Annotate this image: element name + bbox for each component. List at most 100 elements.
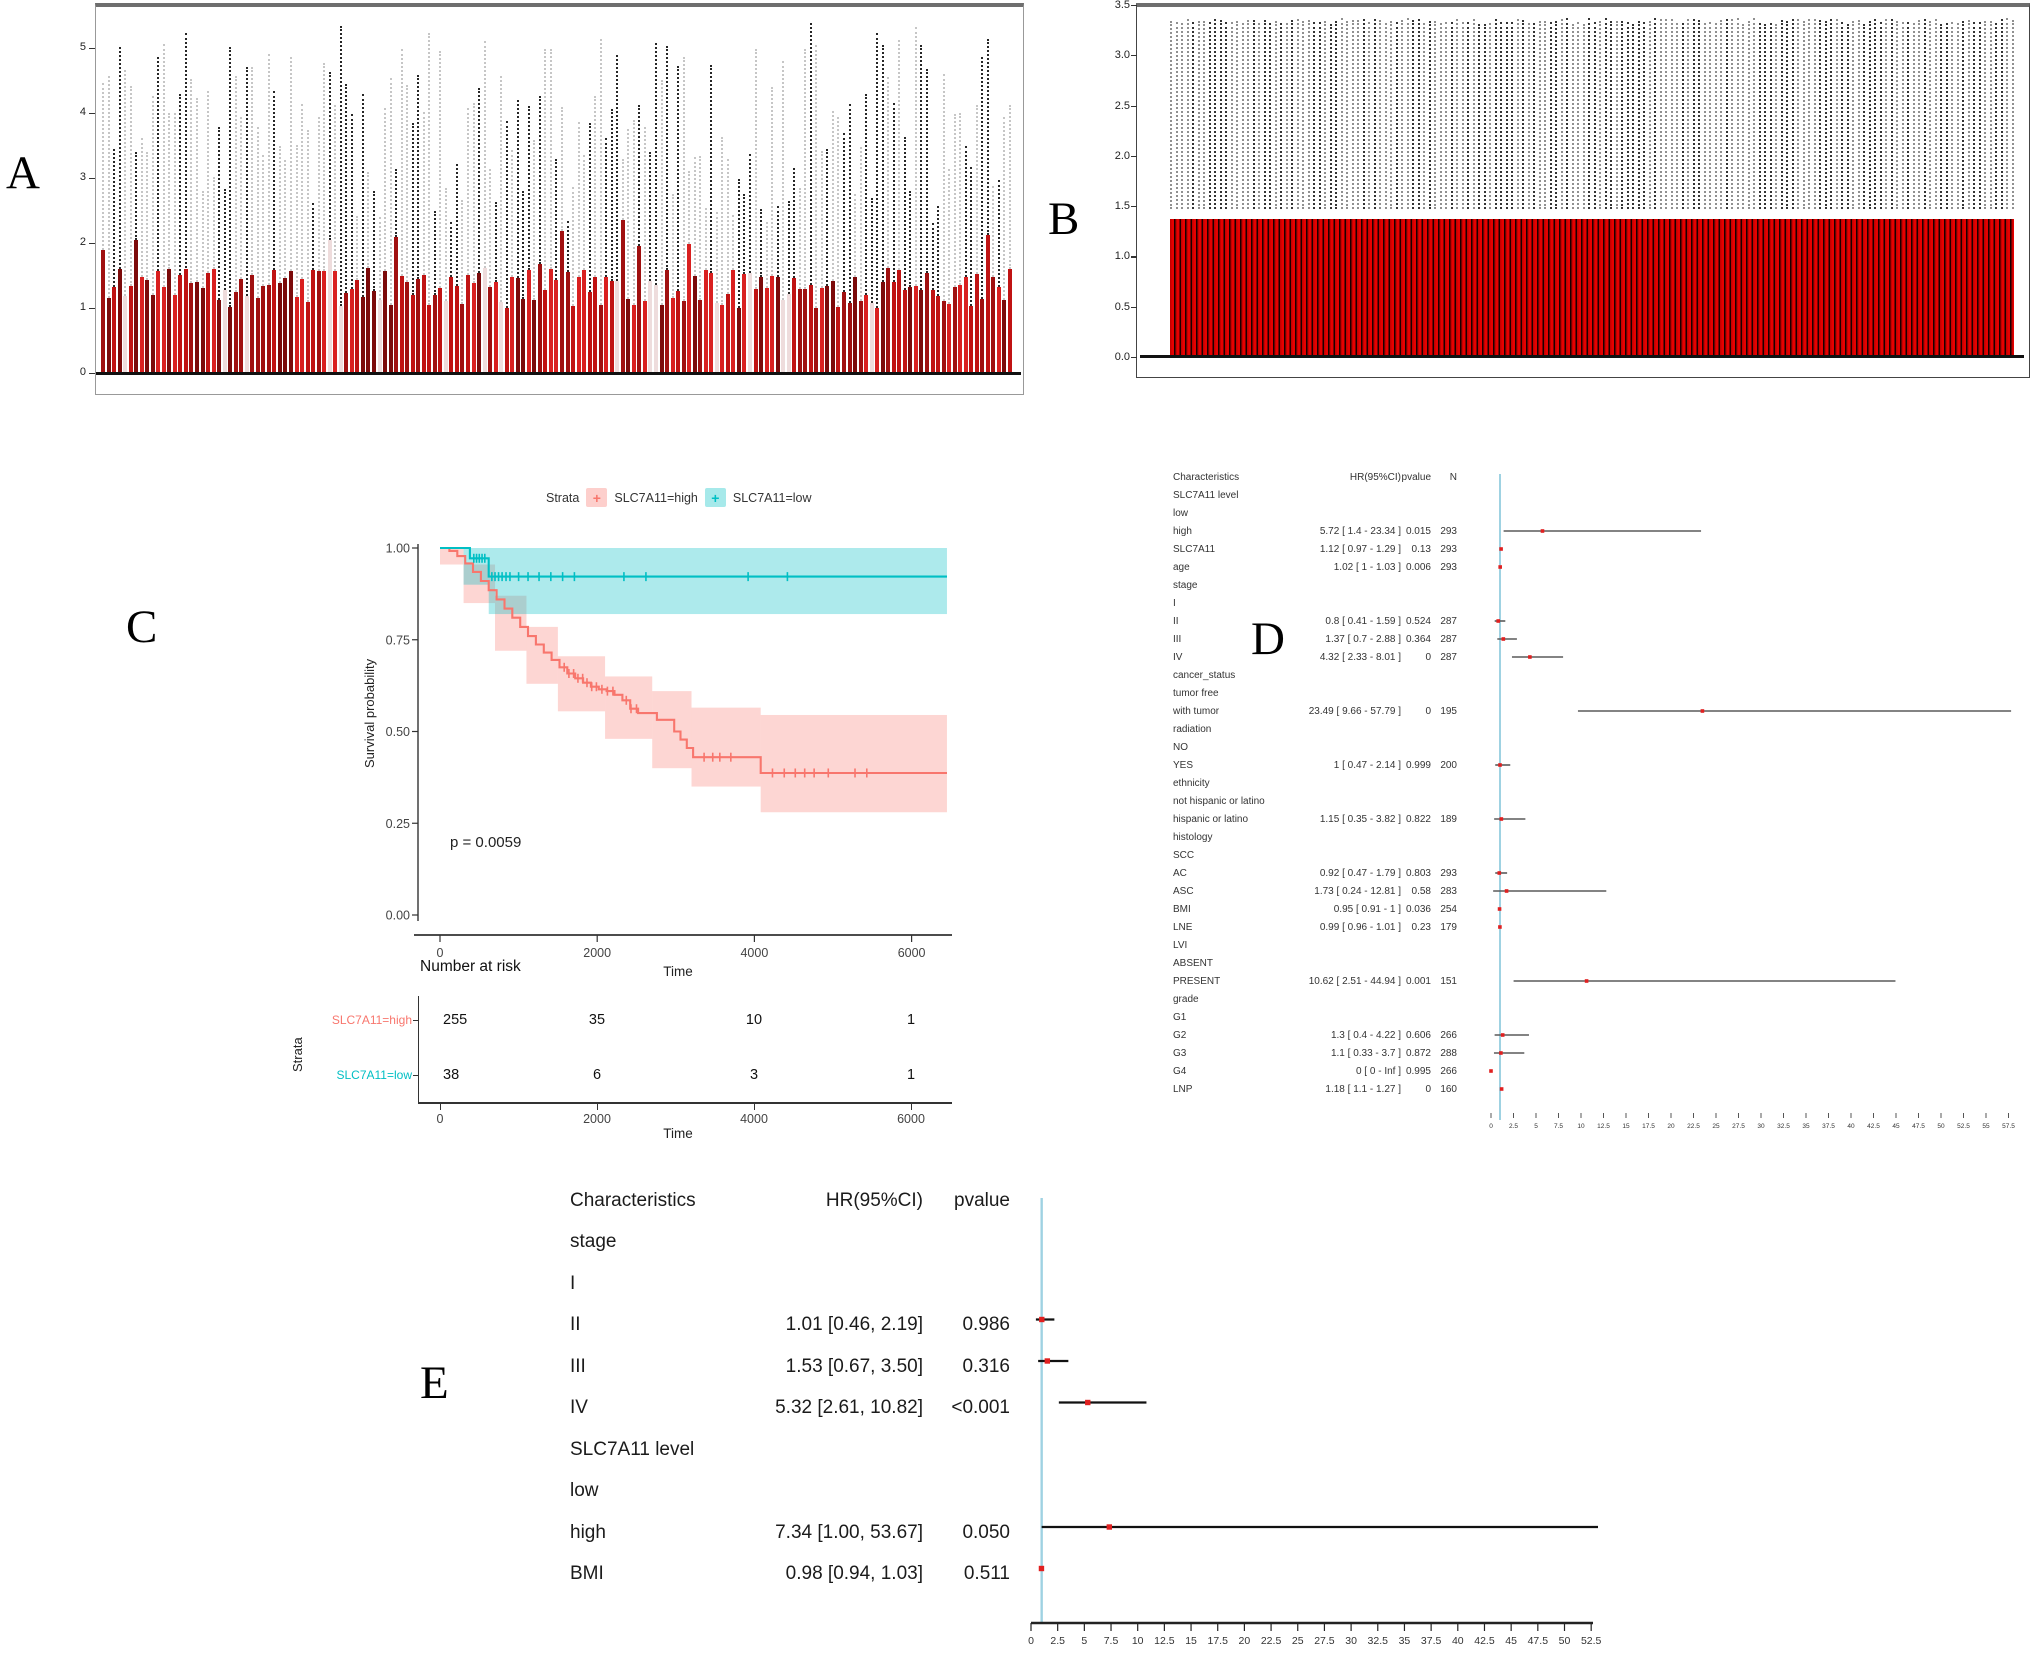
b-dot-column	[1560, 19, 1563, 210]
d-table-row-cell: 266	[1440, 1029, 1457, 1041]
d-table-row-cell: 195	[1440, 705, 1457, 717]
e-axis-tick-label: 7.5	[1104, 1635, 1119, 1647]
d-hr-point	[1499, 547, 1503, 551]
d-table-row-cell: 283	[1440, 885, 1457, 897]
a-sample-bar	[454, 286, 459, 373]
d-table-row-cell: 288	[1440, 1047, 1457, 1059]
risk-row-tick	[413, 1020, 418, 1022]
e-table-row: I	[570, 1263, 1012, 1305]
d-axis-tick-label: 27.5	[1732, 1123, 1745, 1130]
b-dot-column	[1923, 18, 1926, 210]
a-sample-bar	[908, 287, 913, 373]
a-dot-column	[118, 46, 121, 269]
a-sample-bar	[742, 274, 747, 373]
risk-x-tick	[754, 1104, 756, 1110]
km-ci-band-0	[652, 691, 692, 769]
b-dot-column	[1665, 18, 1667, 210]
d-hr-point	[1498, 565, 1502, 569]
a-dot-column	[964, 145, 967, 278]
a-sample-bar	[891, 281, 896, 373]
a-sample-bar	[360, 296, 365, 373]
a-dot-column	[301, 103, 304, 279]
a-sample-bar	[471, 283, 476, 373]
a-sample-bar	[725, 293, 730, 373]
a-sample-bar	[897, 269, 902, 373]
a-sample-bar	[128, 285, 133, 373]
d-axis-tick-label: 0	[1489, 1123, 1493, 1130]
a-sample-bar	[117, 268, 122, 373]
a-dot-column	[804, 48, 807, 290]
a-sample-bar	[134, 240, 139, 373]
d-table-row-cell: 1.73 [ 0.24 - 12.81 ]	[1314, 885, 1401, 897]
a-sample-bar	[338, 305, 343, 373]
e-axis-tick-label: 52.5	[1581, 1635, 1602, 1647]
a-dot-column	[815, 44, 818, 308]
km-curve-0	[440, 546, 947, 775]
risk-x-tick-label: 6000	[897, 1112, 925, 1126]
b-dot-column	[1835, 18, 1838, 210]
a-dot-column	[372, 190, 375, 291]
d-axis-tick-label: 7.5	[1554, 1123, 1563, 1130]
a-dot-column	[384, 107, 387, 271]
a-sample-bar	[665, 269, 670, 373]
d-table-row-cell: 0.872	[1405, 1047, 1431, 1059]
e-table-row-cell: 0.316	[962, 1355, 1010, 1377]
b-dot-column	[1538, 20, 1541, 210]
a-dot-column	[981, 57, 984, 299]
a-sample-bar	[493, 281, 498, 373]
d-table-row-cell: NO	[1173, 741, 1188, 753]
d-table-row: low	[1173, 504, 1463, 522]
a-sample-bar	[814, 307, 819, 373]
d-table-row-cell: 189	[1440, 813, 1457, 825]
a-sample-bar	[648, 281, 653, 373]
d-axis-tick-label: 45	[1892, 1123, 1900, 1130]
d-axis-tick-label: 12.5	[1597, 1123, 1610, 1130]
a-sample-bar	[753, 289, 758, 373]
a-sample-bar	[598, 304, 603, 373]
b-dot-column	[1175, 21, 1178, 210]
b-y-tick-label: 2.0	[1114, 149, 1130, 162]
b-dot-column	[1725, 19, 1728, 210]
km-ci-band-1	[488, 548, 947, 615]
d-table-row-cell: age	[1173, 561, 1190, 573]
b-dot-column	[1269, 22, 1271, 210]
b-dot-column	[1714, 22, 1717, 210]
a-x-axis-line	[96, 372, 1021, 375]
a-dot-column	[162, 43, 165, 287]
d-table-row-cell: AC	[1173, 867, 1187, 879]
b-dot-column	[1379, 20, 1381, 210]
b-dot-column	[1868, 20, 1871, 210]
a-dot-column	[361, 93, 364, 297]
a-dot-column	[704, 208, 707, 270]
b-dot-column	[1901, 21, 1904, 210]
a-sample-bar	[427, 304, 432, 373]
d-table-row-cell: tumor free	[1173, 687, 1219, 699]
b-dot-column	[1395, 21, 1398, 210]
a-dot-column	[516, 99, 519, 279]
b-dot-column	[1973, 22, 1975, 210]
d-table-row-cell: 0.001	[1405, 975, 1431, 987]
d-table-row: tumor free	[1173, 684, 1463, 702]
b-dot-column	[1208, 22, 1211, 210]
a-dot-column	[406, 84, 409, 283]
b-dot-column	[1599, 20, 1601, 210]
b-y-tick	[1131, 155, 1137, 158]
b-dot-column	[1241, 22, 1244, 210]
d-table-row: G1	[1173, 1008, 1463, 1026]
d-table-row: BMI 0.95 [ 0.91 - 1 ] 0.036 254	[1173, 900, 1463, 918]
b-dot-column	[1791, 19, 1794, 210]
b-dot-column	[1808, 19, 1810, 210]
a-sample-bar	[222, 290, 227, 373]
d-table-row-cell: 23.49 [ 9.66 - 57.79 ]	[1308, 705, 1401, 717]
b-dot-column	[1654, 18, 1656, 210]
risk-value: 38	[443, 1067, 460, 1083]
a-sample-bar	[266, 284, 271, 373]
a-sample-bar	[289, 270, 294, 373]
a-sample-bar	[311, 269, 316, 373]
e-axis-tick-label: 15	[1185, 1635, 1197, 1647]
e-table-row: SLC7A11 level	[570, 1429, 1012, 1471]
a-dot-column	[721, 136, 724, 305]
a-sample-bar	[112, 287, 117, 373]
a-sample-bar	[864, 295, 869, 373]
b-dot-column	[1676, 23, 1678, 210]
